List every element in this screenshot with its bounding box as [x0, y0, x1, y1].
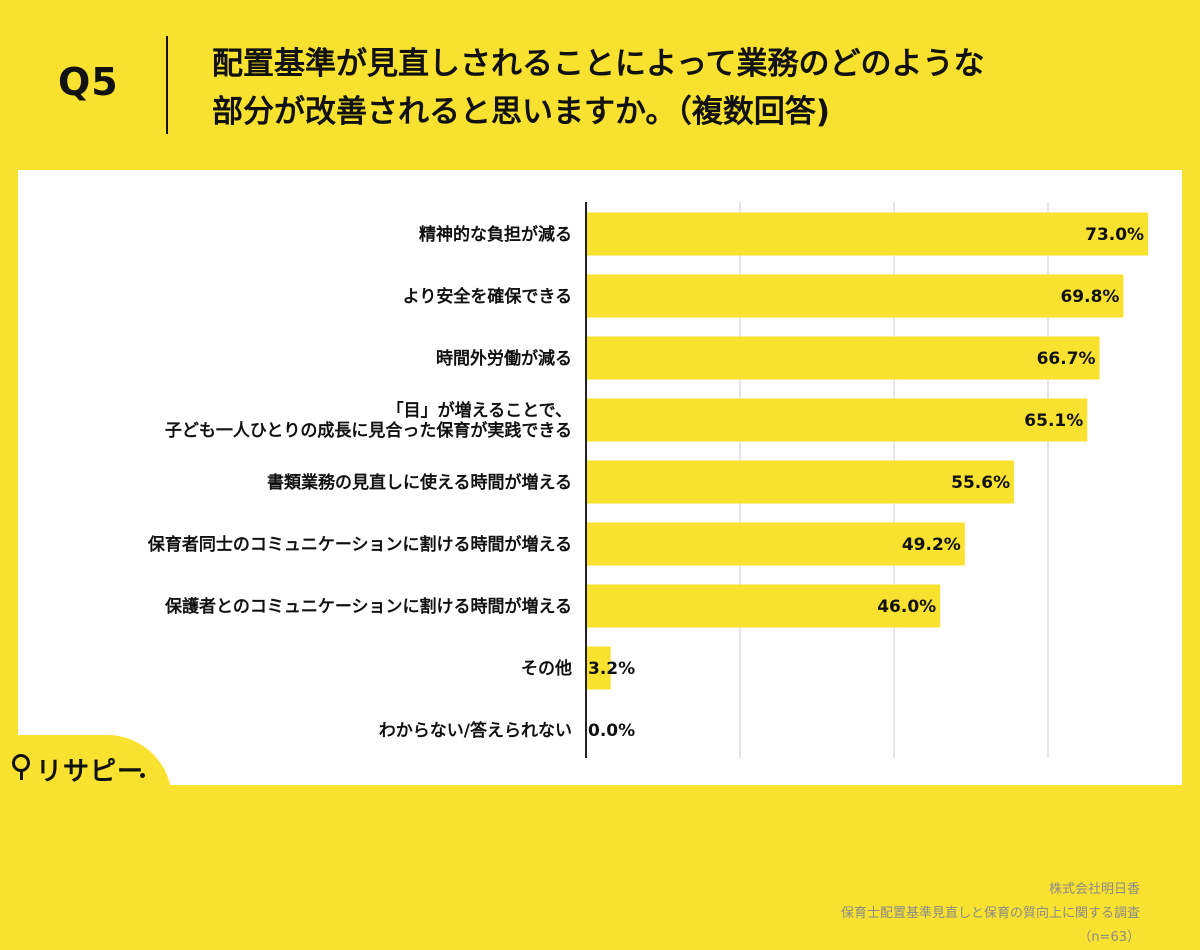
category-label: わからない/答えられない: [379, 720, 572, 741]
value-label: 73.0%: [1085, 225, 1144, 245]
value-label: 65.1%: [1024, 411, 1083, 431]
chart-card: 73.0% 精神的な負担が減る 69.8% より安全を確保できる 66.7% 時間外労働が…: [18, 170, 1182, 945]
value-label: 66.7%: [1037, 349, 1096, 369]
question-number: Q5: [58, 60, 119, 104]
source-sample-size: （n=63）: [1078, 930, 1140, 945]
header-divider: [166, 36, 168, 134]
source-survey: 保育士配置基準見直しと保育の質向上に関する調査: [840, 906, 1140, 921]
value-label: 3.2%: [588, 659, 635, 679]
value-label: 49.2%: [902, 535, 961, 555]
category-label: 「目」が増えることで、子ども一人ひとりの成長に見合った保育が実践できる: [165, 400, 572, 441]
bar: [586, 646, 611, 690]
bar: [586, 398, 1088, 442]
category-label: 精神的な負担が減る: [419, 224, 572, 245]
source-company: 株式会社明日香: [1048, 882, 1140, 897]
bar: [586, 522, 965, 566]
category-label: 保育者同士のコミュニケーションに割ける時間が増える: [147, 534, 572, 555]
location-pin-icon: [12, 754, 30, 780]
bar-chart: 73.0% 精神的な負担が減る 69.8% より安全を確保できる 66.7% 時間外労働が…: [147, 202, 1149, 758]
bar: [586, 336, 1100, 380]
header: Q5 配置基準が見直しされることによって業務のどのような 部分が改善されると思い…: [0, 0, 1200, 170]
category-label: より安全を確保できる: [403, 286, 572, 307]
category-label: その他: [521, 658, 572, 679]
bar: [586, 584, 941, 628]
logo-dot-icon: [140, 773, 145, 778]
bar: [586, 212, 1149, 256]
value-label: 69.8%: [1060, 287, 1119, 307]
value-label: 46.0%: [877, 597, 936, 617]
logo-text: リサピー: [36, 757, 145, 787]
bar: [586, 274, 1124, 318]
category-label: 書類業務の見直しに使える時間が増える: [267, 472, 572, 493]
question-title: 配置基準が見直しされることによって業務のどのような 部分が改善されると思いますか…: [212, 46, 985, 130]
value-label: 55.6%: [951, 473, 1010, 493]
category-label: 時間外労働が減る: [436, 348, 572, 369]
category-label: 保護者とのコミュニケーションに割ける時間が増える: [164, 596, 572, 617]
brand-logo: リサピー: [0, 735, 172, 800]
value-label: 0.0%: [588, 721, 635, 741]
source-note: 株式会社明日香 保育士配置基準見直しと保育の質向上に関する調査 （n=63）: [841, 878, 1140, 950]
bar: [586, 460, 1015, 504]
